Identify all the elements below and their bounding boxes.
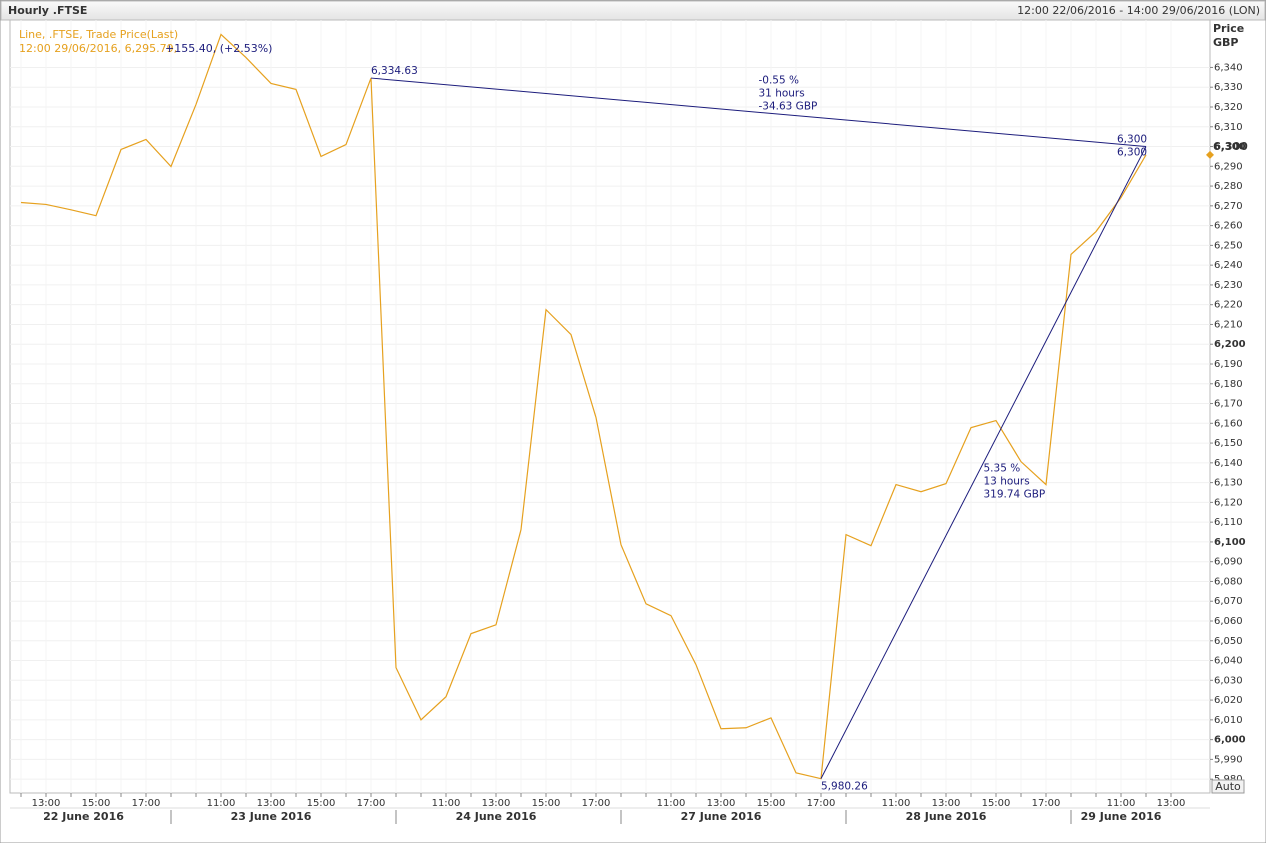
x-tick-label: 15:00: [757, 798, 786, 809]
y-tick-label: 6,330: [1214, 82, 1243, 93]
x-tick-label: 13:00: [1157, 798, 1186, 809]
axes: 5,9805,9906,0006,0106,0206,0306,0406,050…: [20, 62, 1248, 824]
y-tick-label: 6,110: [1214, 517, 1243, 528]
y-tick-label: 6,010: [1214, 715, 1243, 726]
y-tick-label: 6,230: [1214, 280, 1243, 291]
x-tick-label: 15:00: [307, 798, 336, 809]
x-tick-label: 11:00: [207, 798, 236, 809]
x-tick-label: 13:00: [32, 798, 61, 809]
day-label: 27 June 2016: [681, 810, 762, 823]
y-tick-label: 6,070: [1214, 596, 1243, 607]
y-tick-label: 5,990: [1214, 754, 1243, 765]
y-tick-label: 6,340: [1214, 62, 1243, 73]
y-tick-label: 6,150: [1214, 438, 1243, 449]
x-tick-label: 13:00: [707, 798, 736, 809]
x-tick-label: 13:00: [257, 798, 286, 809]
y-tick-label: 6,140: [1214, 458, 1243, 469]
y-tick-label: 6,310: [1214, 122, 1243, 133]
y-tick-label: 6,050: [1214, 636, 1243, 647]
y-tick-label: 6,260: [1214, 221, 1243, 232]
trend-stat: 31 hours: [759, 87, 805, 99]
trend-stat: -34.63 GBP: [759, 100, 818, 112]
trend-start-label: 5,980.26: [821, 781, 868, 793]
trend-stat: 13 hours: [984, 476, 1030, 488]
y-tick-label: 6,280: [1214, 181, 1243, 192]
trend-start-label: 6,334.63: [371, 65, 418, 77]
x-tick-label: 11:00: [1107, 798, 1136, 809]
plot-area: [9, 19, 1211, 794]
x-tick-label: 15:00: [82, 798, 111, 809]
price-line: [20, 33, 1147, 780]
x-tick-label: 17:00: [132, 798, 161, 809]
last-value-label: 6,300: [1213, 140, 1248, 153]
day-label: 28 June 2016: [906, 810, 987, 823]
y-tick-label: 6,060: [1214, 616, 1243, 627]
day-label: 22 June 2016: [43, 810, 124, 823]
trendline: [370, 77, 1147, 148]
legend-last: 12:00 29/06/2016, 6,295.79,: [19, 42, 177, 55]
y-tick-label: 6,270: [1214, 201, 1243, 212]
y-tick-label: 6,200: [1214, 339, 1246, 350]
y-tick-label: 6,000: [1214, 735, 1246, 746]
y-tick-label: 6,190: [1214, 359, 1243, 370]
auto-button[interactable]: [1211, 779, 1245, 794]
y-tick-label: 6,120: [1214, 497, 1243, 508]
trend-stat: -0.55 %: [759, 74, 800, 86]
legend-line: Line, .FTSE, Trade Price(Last): [19, 28, 178, 41]
axis-unit: GBP: [1213, 36, 1238, 49]
date-range: 12:00 22/06/2016 - 14:00 29/06/2016 (LON…: [1017, 4, 1260, 17]
y-tick-label: 6,130: [1214, 478, 1243, 489]
trend-end-label: 6,300: [1117, 134, 1147, 146]
x-tick-label: 17:00: [582, 798, 611, 809]
y-tick-label: 6,320: [1214, 102, 1243, 113]
y-tick-label: 6,080: [1214, 576, 1243, 587]
x-tick-label: 11:00: [657, 798, 686, 809]
y-tick-label: 6,220: [1214, 300, 1243, 311]
x-tick-label: 11:00: [432, 798, 461, 809]
x-tick-label: 13:00: [482, 798, 511, 809]
x-tick-label: 17:00: [807, 798, 836, 809]
y-tick-label: 6,210: [1214, 319, 1243, 330]
y-tick-label: 6,240: [1214, 260, 1243, 271]
y-tick-label: 6,020: [1214, 695, 1243, 706]
trend-end-label: 6,300: [1117, 147, 1147, 159]
x-tick-label: 17:00: [357, 798, 386, 809]
trend-stat: 5.35 %: [984, 463, 1021, 475]
x-tick-label: 13:00: [932, 798, 961, 809]
legend-change: +155.40, (+2.53%): [165, 42, 272, 55]
x-tick-label: 11:00: [882, 798, 911, 809]
y-tick-label: 6,170: [1214, 399, 1243, 410]
grid: [10, 20, 1210, 793]
trend-stat: 319.74 GBP: [984, 489, 1046, 501]
y-tick-label: 6,290: [1214, 161, 1243, 172]
y-tick-label: 6,160: [1214, 418, 1243, 429]
day-label: 23 June 2016: [231, 810, 312, 823]
marks: [20, 33, 1147, 780]
auto-button-label[interactable]: Auto: [1215, 780, 1241, 793]
y-tick-label: 6,180: [1214, 379, 1243, 390]
y-tick-label: 6,030: [1214, 675, 1243, 686]
y-tick-label: 6,100: [1214, 537, 1246, 548]
x-tick-label: 15:00: [982, 798, 1011, 809]
last-value-marker: [1206, 150, 1214, 159]
x-tick-label: 17:00: [1032, 798, 1061, 809]
chart-title: Hourly .FTSE: [8, 4, 87, 17]
day-label: 29 June 2016: [1081, 810, 1162, 823]
y-tick-label: 6,300: [1214, 142, 1246, 153]
trendline: [820, 146, 1147, 779]
day-label: 24 June 2016: [456, 810, 537, 823]
x-tick-label: 15:00: [532, 798, 561, 809]
y-tick-label: 6,250: [1214, 240, 1243, 251]
axis-title: Price: [1213, 22, 1244, 35]
y-tick-label: 6,090: [1214, 557, 1243, 568]
y-tick-label: 6,040: [1214, 656, 1243, 667]
